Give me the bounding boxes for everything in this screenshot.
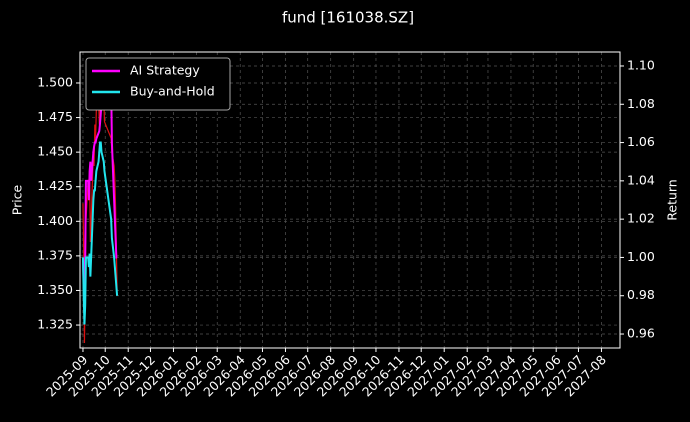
y2-tick-label: 1.04: [627, 172, 655, 187]
y-tick-label: 1.375: [37, 247, 73, 262]
y-tick-label: 1.350: [37, 282, 73, 297]
y2-tick-label: 1.00: [627, 249, 655, 264]
y2-tick-label: 0.96: [627, 326, 655, 341]
y2-tick-label: 1.10: [627, 57, 655, 72]
y2-tick-label: 0.98: [627, 287, 655, 302]
y-tick-label: 1.475: [37, 109, 73, 124]
y-tick-label: 1.500: [37, 74, 73, 89]
y2-tick-label: 1.02: [627, 211, 655, 226]
y-tick-label: 1.400: [37, 213, 73, 228]
y2-tick-label: 1.06: [627, 134, 655, 149]
y-tick-label: 1.450: [37, 144, 73, 159]
chart-title: fund [161038.SZ]: [282, 9, 414, 27]
y2-axis-label: Return: [665, 179, 680, 220]
y-axis-label: Price: [10, 184, 25, 215]
legend-label: AI Strategy: [130, 63, 200, 78]
y2-tick-label: 1.08: [627, 96, 655, 111]
legend-label: Buy-and-Hold: [130, 84, 215, 99]
y-tick-label: 1.425: [37, 178, 73, 193]
series-line: [81, 141, 119, 325]
plot-frame: [79, 51, 621, 349]
series-line: [81, 84, 118, 296]
legend-box: [85, 57, 231, 111]
y-tick-label: 1.325: [37, 317, 73, 332]
